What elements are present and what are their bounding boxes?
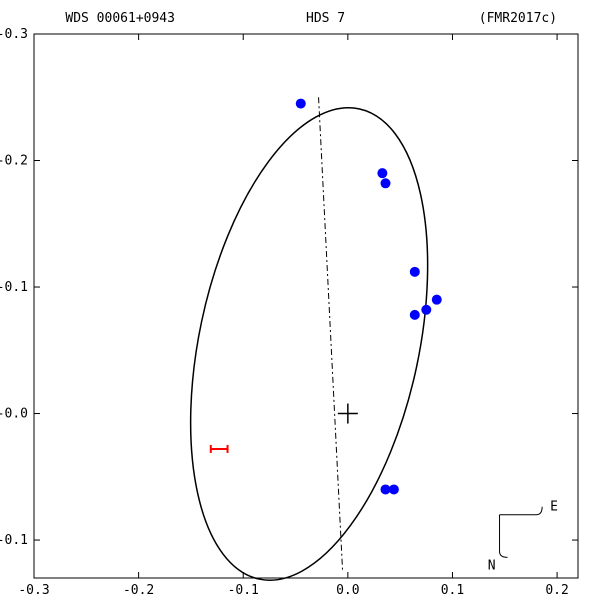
x-tick-label: 0.1 xyxy=(441,583,464,598)
data-point xyxy=(377,168,387,178)
y-tick-label: -0.1 xyxy=(0,280,28,295)
data-point xyxy=(381,178,391,188)
x-tick-label: 0.0 xyxy=(336,583,359,598)
data-point xyxy=(421,305,431,315)
y-tick-label: -0.0 xyxy=(0,407,28,422)
background xyxy=(0,0,600,600)
data-point xyxy=(389,484,399,494)
data-point xyxy=(432,295,442,305)
title-left: WDS 00061+0943 xyxy=(65,11,175,26)
y-tick-label: -0.3 xyxy=(0,27,28,42)
y-tick-label: -0.1 xyxy=(0,533,28,548)
x-tick-label: -0.1 xyxy=(228,583,259,598)
compass-e-label: E xyxy=(550,500,558,515)
y-tick-label: -0.2 xyxy=(0,154,28,169)
x-tick-label: 0.2 xyxy=(545,583,568,598)
data-point xyxy=(296,99,306,109)
title-center: HDS 7 xyxy=(306,11,345,26)
compass-n-label: N xyxy=(488,558,496,573)
data-point xyxy=(410,310,420,320)
x-tick-label: -0.2 xyxy=(123,583,154,598)
x-tick-label: -0.3 xyxy=(18,583,49,598)
orbit-plot: -0.3 -0.2 -0.1 0.0 0.1 0.2 -0.3 -0.2 -0.1 -0.0 -0.… xyxy=(0,0,600,600)
title-right: (FMR2017c) xyxy=(479,11,557,26)
data-point xyxy=(410,267,420,277)
